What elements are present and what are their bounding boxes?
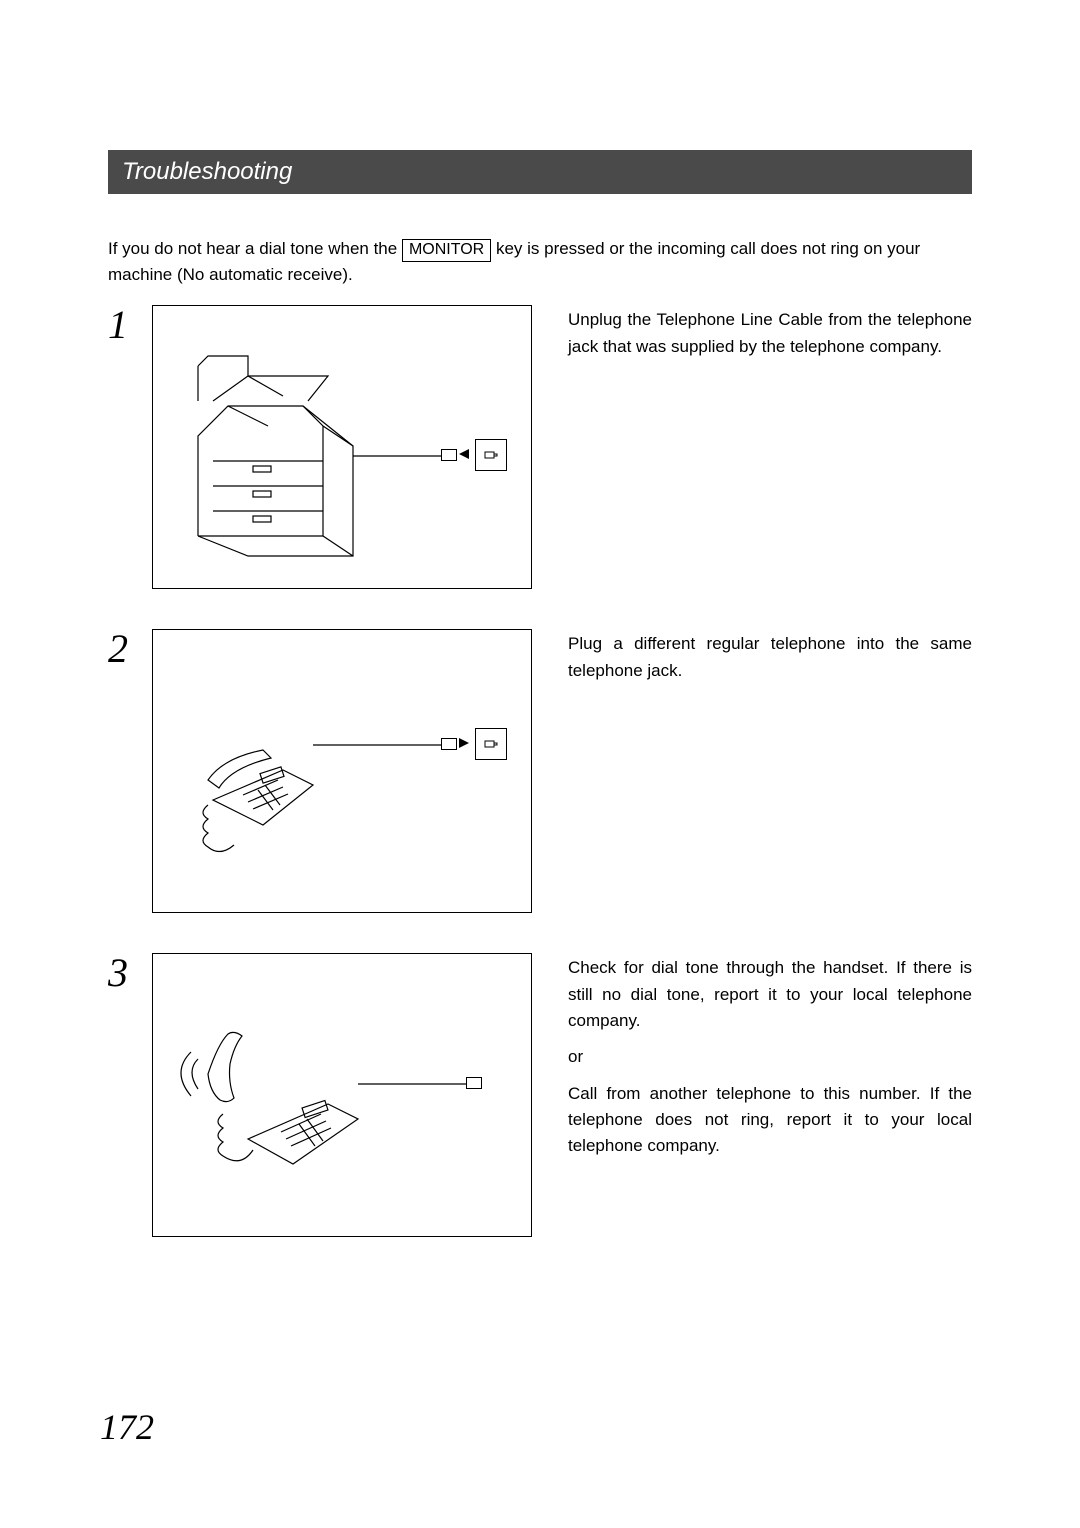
handset-lifted-illustration	[153, 954, 531, 1236]
step-1-text: Unplug the Telephone Line Cable from the…	[568, 305, 972, 370]
plug-icon	[441, 449, 457, 461]
section-header: Troubleshooting	[108, 150, 972, 194]
step-1-number: 1	[108, 305, 152, 345]
section-title: Troubleshooting	[122, 158, 292, 185]
wall-jack-icon	[475, 439, 507, 471]
step-2-row: 2	[108, 629, 972, 913]
wall-jack-icon	[475, 728, 507, 760]
step-1-paragraph: Unplug the Telephone Line Cable from the…	[568, 307, 972, 360]
step-2-paragraph: Plug a different regular telephone into …	[568, 631, 972, 684]
arrow-left-icon	[459, 449, 469, 459]
intro-paragraph: If you do not hear a dial tone when the …	[108, 236, 972, 287]
step-3-row: 3	[108, 953, 972, 1237]
step-3-paragraph-b: Call from another telephone to this numb…	[568, 1081, 972, 1160]
step-1-figure	[152, 305, 532, 589]
monitor-key-label: MONITOR	[402, 239, 491, 262]
page-number: 172	[100, 1406, 154, 1448]
step-1-row: 1	[108, 305, 972, 589]
step-3-text: Check for dial tone through the handset.…	[568, 953, 972, 1169]
step-3-or: or	[568, 1044, 972, 1070]
step-2-text: Plug a different regular telephone into …	[568, 629, 972, 694]
step-3-figure	[152, 953, 532, 1237]
telephone-illustration	[153, 630, 531, 912]
plug-icon	[441, 738, 457, 750]
step-3-paragraph-a: Check for dial tone through the handset.…	[568, 955, 972, 1034]
arrow-right-icon	[459, 738, 469, 748]
step-2-figure	[152, 629, 532, 913]
intro-pre: If you do not hear a dial tone when the	[108, 239, 402, 258]
step-3-number: 3	[108, 953, 152, 993]
step-2-number: 2	[108, 629, 152, 669]
plug-icon	[466, 1077, 482, 1089]
